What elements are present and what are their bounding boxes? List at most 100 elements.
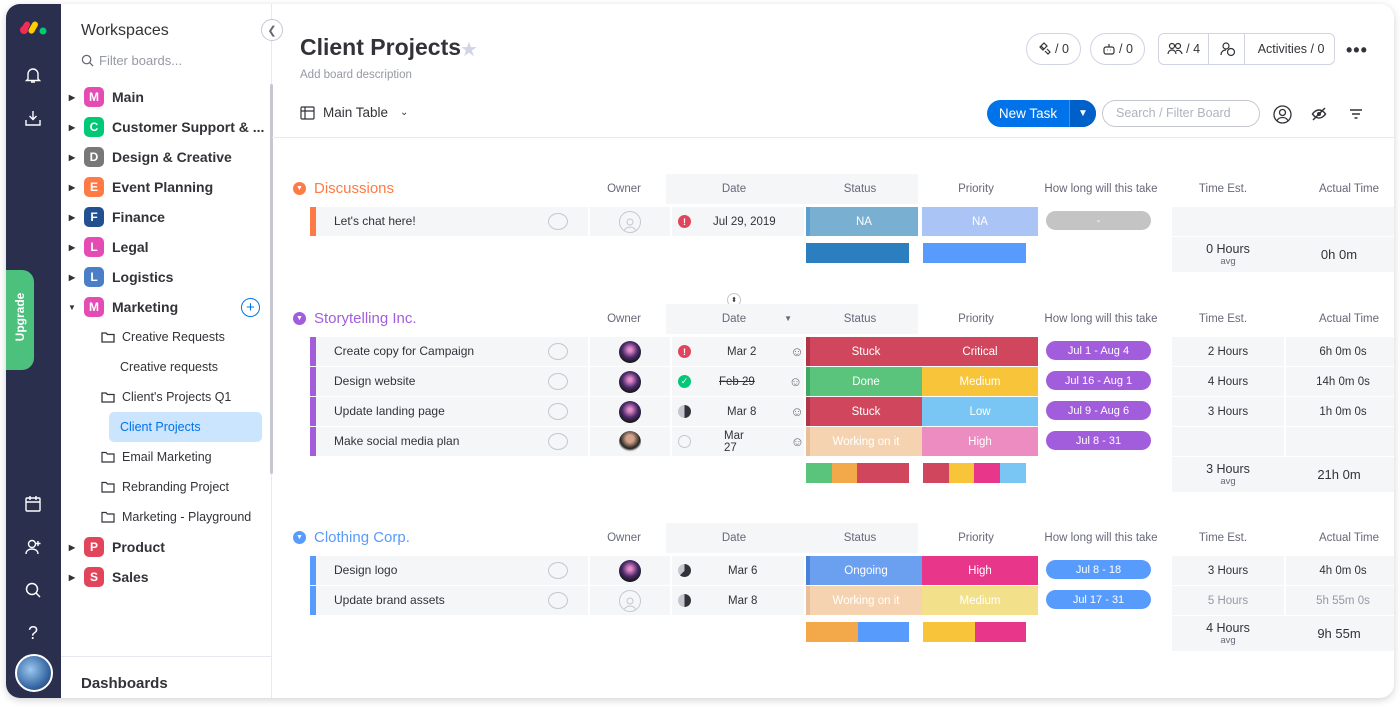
folder-rebranding-project[interactable]: Rebranding Project <box>101 472 229 502</box>
group-title-storytelling[interactable]: ▼ Storytelling Inc. <box>293 310 417 327</box>
chevron-down-icon[interactable]: ▼ <box>293 182 306 195</box>
column-date[interactable]: Date <box>666 174 802 204</box>
column-timeline[interactable]: How long will this take <box>1044 313 1158 325</box>
table-row[interactable]: Design logo Mar 6 Ongoing High Jul 8 - 1… <box>310 556 1394 585</box>
actual-time-cell[interactable] <box>1286 427 1394 456</box>
workspace-sales[interactable]: ▶ S Sales <box>61 562 266 592</box>
emoji-icon[interactable]: ☺ <box>788 374 803 389</box>
caret-right-icon[interactable]: ▶ <box>68 152 76 162</box>
owner-cell[interactable] <box>590 397 670 426</box>
item-name[interactable]: Update brand assets <box>316 586 588 615</box>
workspace-legal[interactable]: ▶ L Legal <box>61 232 266 262</box>
inbox-icon[interactable] <box>20 105 46 131</box>
comment-bubble-icon[interactable] <box>548 592 568 609</box>
column-owner[interactable]: Owner <box>607 532 641 544</box>
column-owner[interactable]: Owner <box>607 183 641 195</box>
calendar-icon[interactable] <box>20 491 46 517</box>
emoji-icon[interactable]: ☺ <box>790 404 804 419</box>
actual-time-cell[interactable]: 5h 55m 0s <box>1286 586 1394 615</box>
status-cell[interactable]: Stuck <box>810 397 922 426</box>
timeline-pill[interactable]: Jul 9 - Aug 6 <box>1046 401 1151 420</box>
board-client-projects[interactable]: Client Projects <box>109 412 262 442</box>
item-name[interactable]: Create copy for Campaign <box>316 337 588 366</box>
group-title-discussions[interactable]: ▼ Discussions <box>293 180 394 197</box>
caret-right-icon[interactable]: ▶ <box>68 122 76 132</box>
priority-cell[interactable]: NA <box>922 207 1038 236</box>
item-name[interactable]: Make social media plan <box>316 427 588 456</box>
column-priority[interactable]: Priority <box>958 532 994 544</box>
view-selector[interactable]: Main Table ⌄ <box>300 105 408 120</box>
priority-cell[interactable]: Critical <box>922 337 1038 366</box>
status-cell[interactable]: Stuck <box>810 337 922 366</box>
column-actual-time[interactable]: Actual Time <box>1318 313 1380 325</box>
owner-cell[interactable] <box>590 337 670 366</box>
more-options-icon[interactable]: ••• <box>1346 40 1368 60</box>
comment-bubble-icon[interactable] <box>548 433 568 450</box>
time-est-cell[interactable] <box>1172 427 1284 456</box>
folder-marketing-playground[interactable]: Marketing - Playground <box>101 502 251 532</box>
comment-bubble-icon[interactable] <box>548 562 568 579</box>
timeline-pill[interactable]: Jul 16 - Aug 1 <box>1046 371 1151 390</box>
timeline-pill[interactable]: - <box>1046 211 1151 230</box>
table-row[interactable]: Let's chat here! ! Jul 29, 2019 NA NA - <box>310 207 1394 236</box>
actual-time-cell[interactable]: 14h 0m 0s <box>1286 367 1394 396</box>
members-button[interactable]: / 4 <box>1159 34 1210 64</box>
hide-columns-icon[interactable] <box>1309 104 1329 124</box>
activities-button[interactable]: Activities / 0 <box>1257 42 1325 56</box>
item-name[interactable]: Update landing page <box>316 397 588 426</box>
column-status[interactable]: Status <box>802 304 918 334</box>
person-filter-icon[interactable] <box>1272 104 1292 124</box>
status-cell[interactable]: Done <box>810 367 922 396</box>
item-name[interactable]: Design logo <box>316 556 588 585</box>
table-row[interactable]: Create copy for Campaign ! Mar 2 ☺ Stuck C… <box>310 337 1394 366</box>
column-time-est[interactable]: Time Est. <box>1198 183 1248 195</box>
column-status[interactable]: Status <box>802 174 918 204</box>
workspace-product[interactable]: ▶ P Product <box>61 532 266 562</box>
table-row[interactable]: Design website ✓ Feb 29 ☺ Done Medium Jul … <box>310 367 1394 396</box>
search-filter-input[interactable]: Search / Filter Board <box>1102 100 1260 127</box>
comment-bubble-icon[interactable] <box>548 213 568 230</box>
column-actual-time[interactable]: Actual Time <box>1318 183 1380 195</box>
owner-cell[interactable] <box>590 556 670 585</box>
filter-icon[interactable] <box>1346 104 1366 124</box>
priority-cell[interactable]: Low <box>922 397 1038 426</box>
board-title[interactable]: Client Projects <box>300 34 462 60</box>
workspace-marketing[interactable]: ▼ M Marketing <box>61 292 266 322</box>
integrations-button[interactable]: / 0 <box>1026 33 1081 65</box>
collapse-sidebar-button[interactable]: ❮ <box>261 19 283 41</box>
date-cell[interactable]: ✓ Feb 29 ☺ <box>672 367 804 396</box>
chevron-down-icon[interactable]: ▼ <box>293 531 306 544</box>
emoji-icon[interactable]: ☺ <box>790 434 804 449</box>
time-est-cell[interactable]: 4 Hours <box>1172 367 1284 396</box>
caret-right-icon[interactable]: ▶ <box>68 572 76 582</box>
date-cell[interactable]: Mar 6 <box>672 556 804 585</box>
workspace-event-planning[interactable]: ▶ E Event Planning <box>61 172 266 202</box>
date-cell[interactable]: Mar 8 <box>672 586 804 615</box>
caret-right-icon[interactable]: ▶ <box>68 242 76 252</box>
user-avatar[interactable] <box>15 654 53 692</box>
caret-down-icon[interactable]: ▼ <box>784 314 792 323</box>
status-cell[interactable]: Ongoing <box>810 556 922 585</box>
column-time-est[interactable]: Time Est. <box>1198 532 1248 544</box>
caret-right-icon[interactable]: ▶ <box>68 182 76 192</box>
actual-time-cell[interactable]: 6h 0m 0s <box>1286 337 1394 366</box>
add-board-button[interactable]: + <box>241 298 260 317</box>
priority-cell[interactable]: Medium <box>922 367 1038 396</box>
comment-bubble-icon[interactable] <box>548 343 568 360</box>
workspace-finance[interactable]: ▶ F Finance <box>61 202 266 232</box>
group-title-clothing[interactable]: ▼ Clothing Corp. <box>293 529 410 546</box>
comment-bubble-icon[interactable] <box>548 403 568 420</box>
priority-cell[interactable]: High <box>922 556 1038 585</box>
column-date[interactable]: Date <box>666 523 802 553</box>
workspace-design-creative[interactable]: ▶ D Design & Creative <box>61 142 266 172</box>
star-icon[interactable]: ★ <box>460 39 478 61</box>
filter-boards-input[interactable]: Filter boards... <box>81 53 182 68</box>
monday-logo[interactable] <box>19 18 49 36</box>
search-icon[interactable] <box>20 577 46 603</box>
table-row[interactable]: Update landing page Mar 8 ☺ Stuck Low Jul… <box>310 397 1394 426</box>
timeline-pill[interactable]: Jul 17 - 31 <box>1046 590 1151 609</box>
automations-button[interactable]: / 0 <box>1090 33 1145 65</box>
column-priority[interactable]: Priority <box>958 183 994 195</box>
owner-cell[interactable] <box>590 367 670 396</box>
help-icon[interactable]: ? <box>27 622 38 643</box>
